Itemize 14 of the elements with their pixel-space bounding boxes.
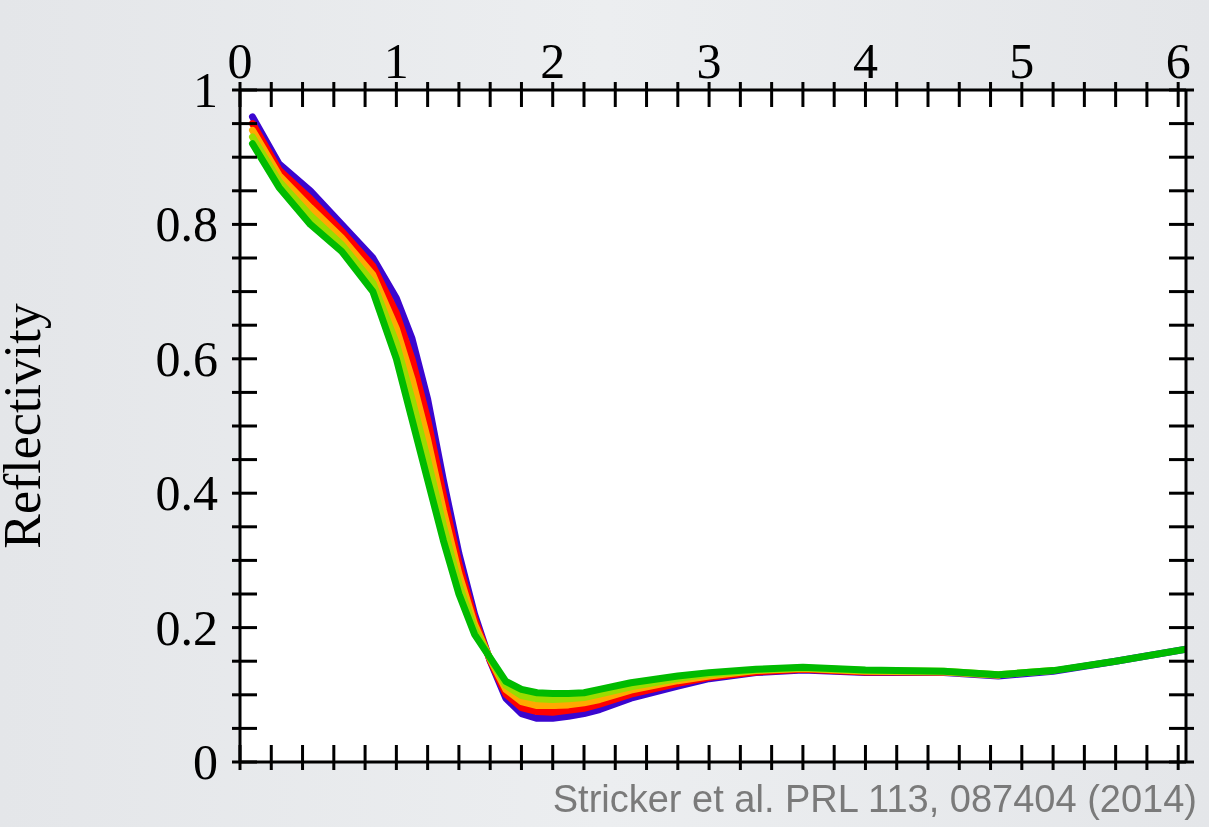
text: Stricker et al. PRL 113, 087404 (2014)	[552, 778, 1197, 821]
y-tick-label: 0	[193, 734, 218, 790]
x-tick-label: 1	[383, 33, 409, 89]
y-tick-label: 0.4	[155, 465, 218, 522]
y-tick-label: 0.8	[155, 196, 218, 253]
y-tick-label: 0.2	[155, 599, 218, 656]
x-tick-label: 0	[227, 33, 253, 89]
y-axis-title: Reflectivity	[0, 303, 52, 549]
x-tick-label: 6	[1165, 33, 1191, 89]
x-tick-label: 5	[1009, 33, 1035, 89]
x-tick-label: 3	[696, 33, 722, 89]
x-tick-label: 2	[540, 33, 566, 89]
x-tick-label: 4	[852, 33, 878, 89]
y-tick-label: 0.6	[155, 330, 218, 387]
